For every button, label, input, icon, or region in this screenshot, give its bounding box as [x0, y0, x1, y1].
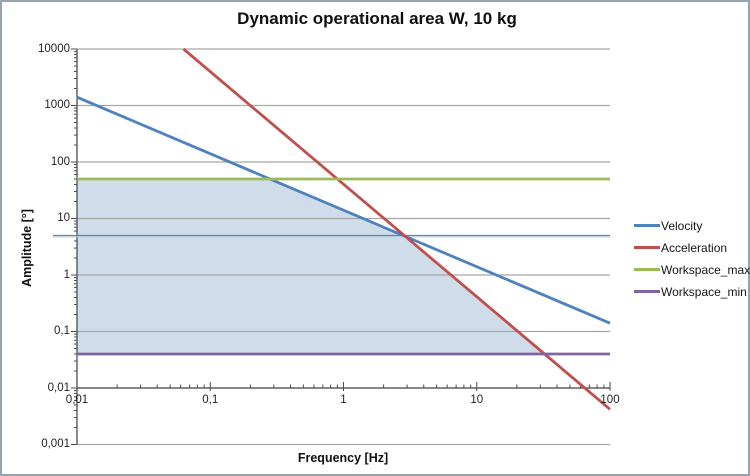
velocity-line — [76, 95, 611, 325]
y-tick-label: 1000 — [44, 99, 70, 111]
legend-swatch — [634, 290, 660, 293]
x-tick-label: 0,01 — [65, 394, 89, 406]
x-tick-label: 100 — [600, 394, 620, 406]
x-tick-label: 10 — [470, 394, 484, 406]
y-tick-label: 10000 — [38, 42, 70, 55]
legend-item-workspace-max: Workspace_max — [634, 262, 750, 277]
y-tick-label: 100 — [50, 155, 70, 168]
y-tick-label: 0,001 — [41, 438, 70, 450]
legend-item-velocity: Velocity — [634, 218, 750, 233]
legend-swatch — [634, 246, 660, 249]
legend: Velocity Acceleration Workspace_max Workspa… — [634, 219, 750, 307]
y-tick-label: 1 — [63, 268, 70, 281]
legend-item-acceleration: Acceleration — [634, 240, 750, 255]
y-tick-label: 10 — [57, 212, 70, 224]
x-axis-title: Frequency [Hz] — [297, 451, 389, 465]
legend-swatch — [634, 224, 660, 227]
x-tick-label: 0,1 — [202, 394, 219, 406]
legend-label: Velocity — [661, 218, 703, 233]
chart-title: Dynamic operational area W, 10 kg — [237, 9, 517, 28]
legend-item-workspace-min: Workspace_min — [634, 284, 750, 299]
acceleration-line — [182, 47, 611, 411]
x-tick-label: 1 — [340, 394, 347, 406]
shaded-area — [77, 179, 545, 354]
legend-label: Workspace_max — [661, 262, 750, 277]
legend-label: Workspace_min — [661, 284, 747, 299]
legend-label: Acceleration — [661, 240, 728, 255]
y-tick-label: 0,1 — [54, 325, 70, 337]
y-tick-label: 0,01 — [47, 381, 70, 394]
legend-swatch — [634, 268, 660, 271]
